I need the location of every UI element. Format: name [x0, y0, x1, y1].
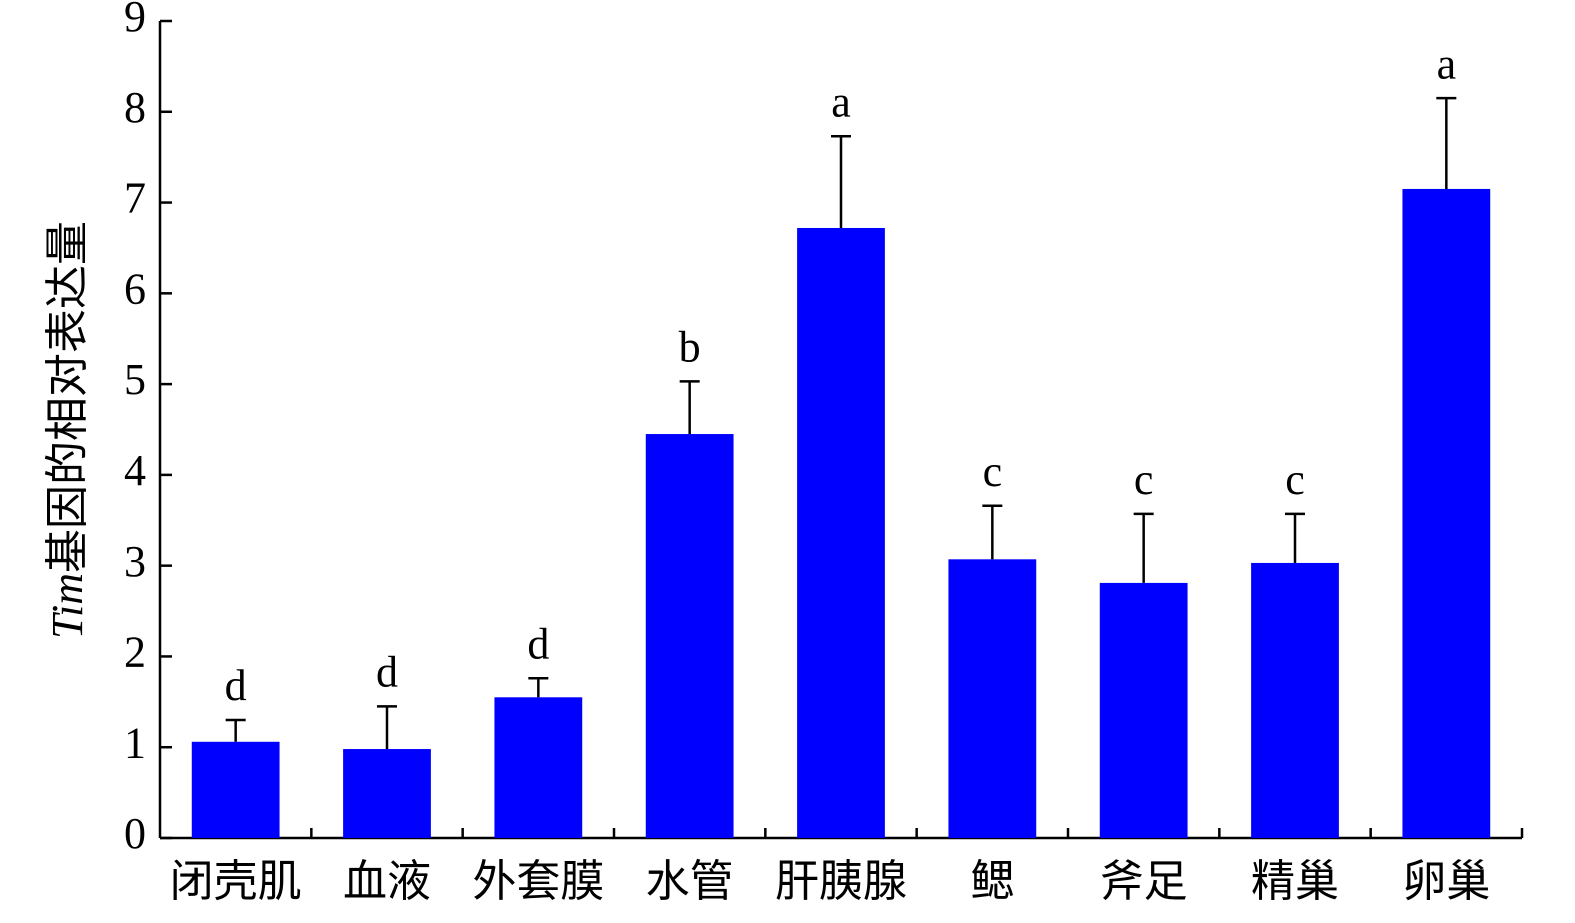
bar	[645, 434, 734, 838]
y-axis-title-text: 基因的相对表达量	[43, 221, 92, 573]
significance-letter: c	[1134, 455, 1154, 504]
error-bar	[1133, 512, 1154, 583]
x-tick-label: 鳃	[970, 857, 1014, 906]
bar	[1251, 562, 1339, 838]
y-tick-label: 4	[124, 446, 146, 495]
significance-letter: a	[831, 77, 851, 126]
x-tick-label: 外套膜	[472, 857, 604, 906]
y-tick-label: 1	[124, 718, 146, 767]
significance-letter: d	[376, 647, 398, 696]
bar	[343, 749, 431, 838]
x-tick-label: 卵巢	[1402, 857, 1490, 906]
y-tick-label: 6	[124, 264, 146, 313]
y-tick-label: 2	[124, 628, 146, 677]
significance-letter: b	[679, 322, 701, 371]
x-tick-label: 血液	[343, 857, 431, 906]
bar	[191, 741, 280, 838]
significance-letter: a	[1437, 39, 1457, 88]
x-tick-label: 闭壳肌	[170, 857, 302, 906]
y-tick-label: 3	[124, 537, 146, 586]
error-bar	[1285, 512, 1305, 563]
y-tick-label: 9	[124, 0, 146, 41]
bar	[1402, 188, 1491, 838]
x-tick-label: 精巢	[1251, 857, 1339, 906]
error-bar	[225, 718, 246, 742]
error-bar	[831, 135, 851, 228]
bar	[1099, 582, 1188, 838]
error-bar	[982, 504, 1003, 560]
error-bar	[377, 705, 397, 750]
y-axis-title: Tim基因的相对表达量	[43, 221, 92, 639]
x-tick-label: 水管	[646, 857, 734, 906]
bar	[494, 697, 583, 838]
error-bar	[1436, 96, 1457, 189]
y-tick-label: 7	[124, 174, 146, 223]
error-bar	[528, 676, 549, 698]
significance-letter: d	[527, 619, 549, 668]
error-bar	[679, 380, 700, 435]
significance-letter: c	[983, 447, 1003, 496]
bar	[797, 227, 885, 838]
y-axis-title-italic: Tim	[43, 573, 92, 639]
x-tick-label: 肝胰腺	[775, 857, 907, 906]
x-tick-label: 斧足	[1100, 857, 1188, 906]
y-tick-label: 0	[124, 809, 146, 858]
y-tick-label: 8	[124, 83, 146, 132]
y-tick-label: 5	[124, 355, 146, 404]
bar	[948, 559, 1037, 838]
significance-letter: c	[1285, 455, 1305, 504]
significance-letter: d	[225, 661, 247, 710]
